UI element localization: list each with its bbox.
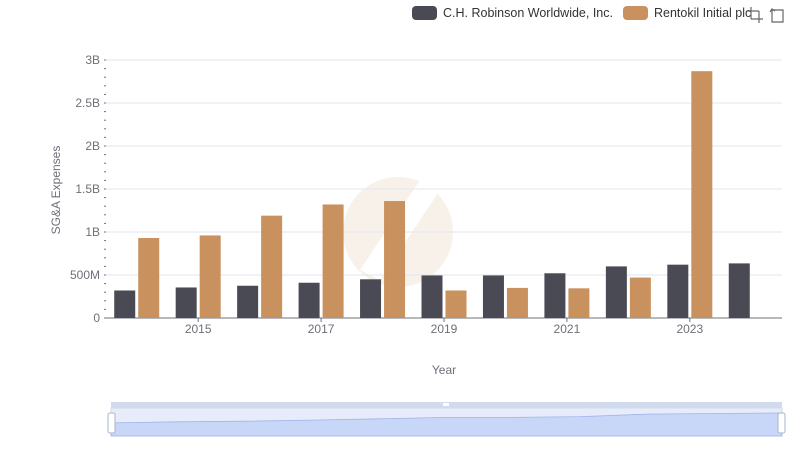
slider-handle-left[interactable] (107, 412, 116, 434)
legend: C.H. Robinson Worldwide, Inc. Rentokil I… (412, 4, 761, 22)
bar-ch-robinson-2021 (544, 273, 566, 318)
x-tick-label: 2021 (554, 322, 581, 336)
y-tick-label: 2B (85, 139, 100, 153)
bar-ch-robinson-2024 (728, 263, 750, 318)
x-axis: 2015 2017 2019 2021 2023 (185, 318, 703, 336)
bar-rentokil-2021 (568, 288, 590, 318)
chart-toolbar (746, 6, 790, 24)
bar-ch-robinson-2019 (421, 275, 443, 318)
slider-grip-icon[interactable] (443, 403, 449, 406)
x-tick-label: 2017 (308, 322, 335, 336)
bar-ch-robinson-2018 (360, 279, 382, 318)
legend-item-ch-robinson[interactable]: C.H. Robinson Worldwide, Inc. (412, 6, 613, 20)
bar-rentokil-2014 (138, 238, 160, 318)
y-tick-label: 1B (85, 225, 100, 239)
bar-rentokil-2017 (322, 204, 344, 318)
y-axis: 0 500M 1B 1.5B 2B 2.5B 3B (70, 53, 100, 325)
bar-ch-robinson-2017 (298, 282, 320, 318)
bar-rentokil-2019 (445, 290, 467, 318)
legend-item-rentokil[interactable]: Rentokil Initial plc (622, 6, 752, 20)
y-tick-label: 2.5B (75, 96, 100, 110)
restore-icon[interactable] (768, 6, 786, 24)
bar-ch-robinson-2022 (605, 266, 627, 318)
bar-rentokil-2020 (506, 287, 528, 318)
x-tick-label: 2015 (185, 322, 212, 336)
slider-preview-area (110, 412, 783, 437)
y-tick-label: 3B (85, 53, 100, 67)
bar-ch-robinson-2016 (237, 285, 259, 318)
x-axis-title: Year (432, 363, 456, 377)
x-tick-label: 2023 (676, 322, 703, 336)
y-axis-title: SG&A Expenses (49, 146, 63, 235)
bar-rentokil-2015 (199, 235, 221, 318)
legend-label-ch-robinson: C.H. Robinson Worldwide, Inc. (443, 6, 613, 20)
y-minor-ticks (104, 59, 106, 319)
bar-rentokil-2016 (261, 215, 283, 318)
data-zoom-slider[interactable] (107, 402, 786, 437)
bar-rentokil-2018 (384, 201, 406, 318)
bar-rentokil-2023 (691, 71, 713, 319)
y-tick-label: 1.5B (75, 182, 100, 196)
y-tick-label: 0 (93, 311, 100, 325)
bar-ch-robinson-2023 (667, 264, 689, 318)
bars (114, 71, 750, 319)
bar-ch-robinson-2014 (114, 290, 136, 318)
bar-rentokil-2022 (629, 277, 651, 318)
legend-label-rentokil: Rentokil Initial plc (653, 6, 752, 20)
bar-ch-robinson-2015 (175, 287, 197, 318)
legend-swatch-rentokil (622, 6, 648, 20)
slider-handle-right[interactable] (777, 412, 786, 434)
zoom-select-icon[interactable] (746, 6, 764, 24)
legend-swatch-ch-robinson (412, 6, 437, 20)
bar-ch-robinson-2020 (482, 275, 504, 318)
y-tick-label: 500M (70, 268, 100, 282)
x-tick-label: 2019 (431, 322, 458, 336)
